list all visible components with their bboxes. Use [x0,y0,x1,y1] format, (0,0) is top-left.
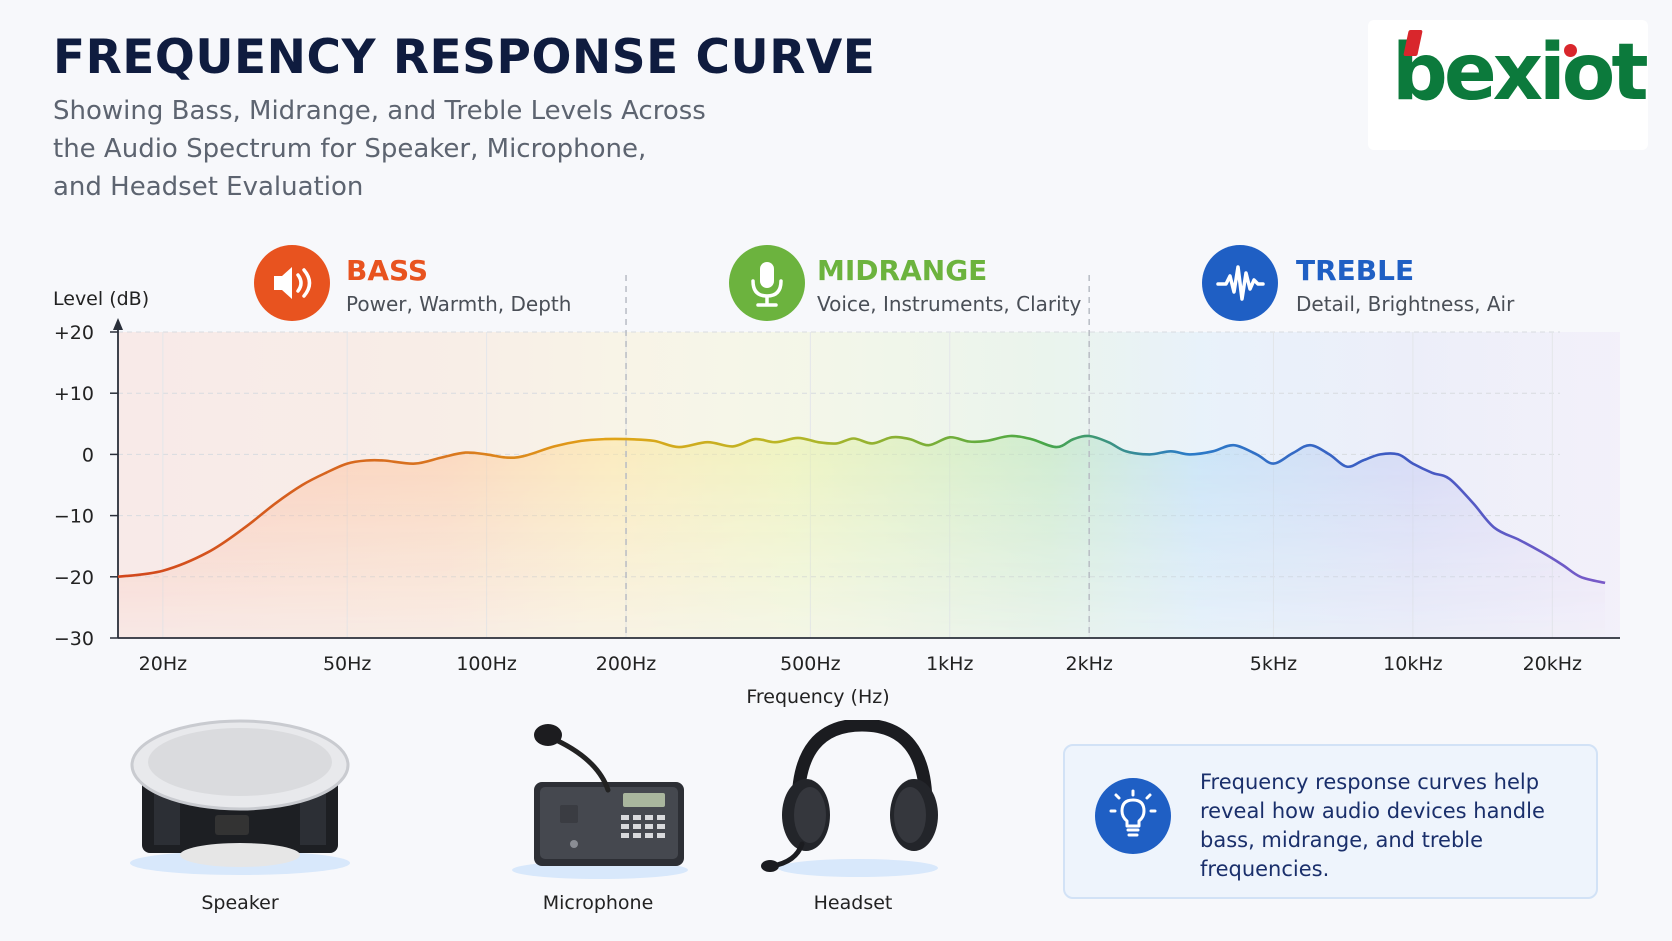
page-title: FREQUENCY RESPONSE CURVE [53,30,876,85]
x-tick-label: 200Hz [596,653,657,675]
band-name: TREBLE [1296,254,1415,287]
speaker-icon [254,245,330,321]
waveform-icon [1202,245,1278,321]
headset-image [761,718,938,877]
x-axis-label: Frequency (Hz) [746,686,889,708]
device-label: Headset [813,892,893,914]
device-label: Microphone [542,892,654,914]
logo-text: bexiot [1392,28,1649,118]
y-tick-label: +10 [54,383,94,405]
ceiling-speaker-image [130,719,350,875]
y-tick-label: +20 [54,322,94,344]
curve-area-fill [118,435,1606,638]
band-description: Detail, Brightness, Air [1296,292,1515,316]
device-speaker: Speaker [110,715,370,914]
band-name: MIDRANGE [817,254,988,287]
y-tick-label: −20 [54,567,94,589]
response-curve [117,434,1606,585]
y-tick-label: −30 [54,628,94,650]
logo-dot-mark [1564,44,1577,57]
x-tick-label: 500Hz [780,653,841,675]
x-tick-label: 1kHz [926,653,973,675]
band-boundaries [625,275,1090,638]
lightbulb-icon [1095,778,1171,854]
info-note: Frequency response curves help reveal ho… [1063,744,1598,899]
note-text: Frequency response curves help reveal ho… [1200,770,1545,881]
subtitle-line: the Audio Spectrum for Speaker, Micropho… [53,134,647,164]
y-tick-labels: +20 +10 0 −10 −20 −30 [54,322,94,650]
x-tick-label: 20kHz [1523,653,1582,675]
y-axis-arrow [113,318,123,330]
curve-area [118,435,1606,638]
band-description: Voice, Instruments, Clarity [817,292,1082,316]
page-subtitle: Showing Bass, Midrange, and Treble Level… [53,92,753,206]
x-tick-labels: 20Hz 50Hz 100Hz 200Hz 500Hz 1kHz 2kHz 5kHz 10kHz… [139,653,1582,675]
band-description: Power, Warmth, Depth [346,292,572,316]
subtitle-line: Showing Bass, Midrange, and Treble Level… [53,96,706,126]
device-label: Speaker [201,892,279,914]
band-name: BASS [346,254,429,287]
desk-microphone-image [512,724,688,879]
y-tick-label: −10 [54,506,94,528]
x-tick-label: 5kHz [1250,653,1297,675]
axes [110,318,1620,639]
brand-logo: bexiot [1368,20,1649,150]
microphone-icon [729,245,805,321]
x-tick-label: 50Hz [323,653,371,675]
subtitle-line: and Headset Evaluation [53,172,364,202]
device-microphone: Microphone [490,720,710,914]
x-tick-label: 20Hz [139,653,187,675]
x-tick-label: 2kHz [1065,653,1112,675]
y-axis-label: Level (dB) [53,288,149,310]
device-headset: Headset [758,718,948,914]
x-tick-label: 100Hz [456,653,517,675]
x-tick-label: 10kHz [1383,653,1442,675]
y-tick-label: 0 [82,444,94,466]
response-curve-line [117,434,1606,585]
